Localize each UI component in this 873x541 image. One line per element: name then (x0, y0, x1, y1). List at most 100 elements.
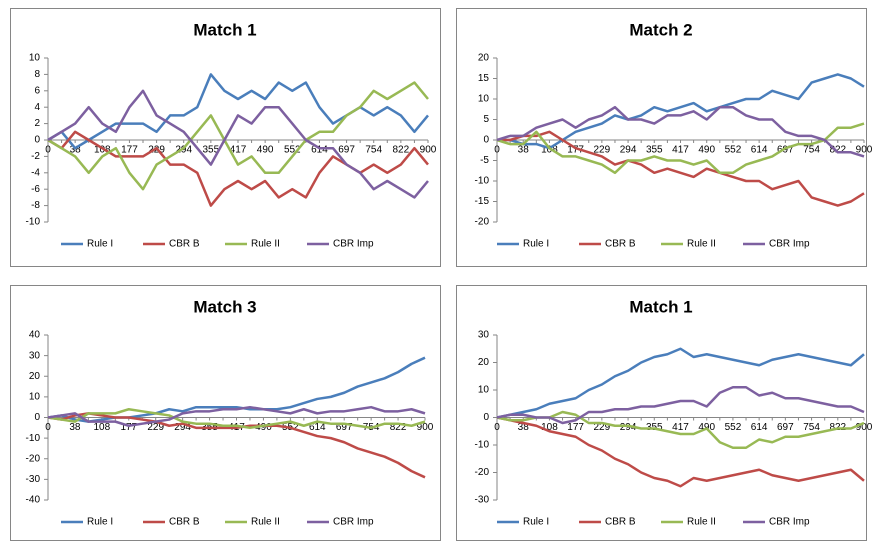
x-tick-label: 294 (174, 422, 191, 433)
x-tick-label: 0 (494, 422, 500, 433)
x-tick-label: 38 (70, 145, 82, 156)
x-tick-label: 229 (594, 145, 611, 156)
x-tick-label: 294 (620, 422, 637, 433)
y-tick-label: -20 (26, 453, 41, 464)
x-tick-label: 614 (311, 145, 328, 156)
legend-label: Rule I (523, 517, 549, 528)
x-tick-label: 294 (175, 145, 192, 156)
x-tick-label: 697 (777, 145, 794, 156)
x-tick-label: 900 (856, 422, 873, 433)
series-line (497, 73, 865, 150)
x-tick-label: 229 (147, 422, 164, 433)
x-tick-label: 614 (751, 145, 768, 156)
x-tick-label: 822 (829, 145, 846, 156)
legend-label: Rule I (87, 517, 113, 528)
x-tick-label: 177 (120, 422, 137, 433)
x-tick-label: 108 (94, 145, 111, 156)
y-tick-label: 20 (29, 371, 41, 382)
series-line (496, 347, 865, 419)
chart-panel (10, 285, 441, 541)
x-tick-label: 822 (393, 145, 410, 156)
series-line (496, 122, 865, 175)
legend-label: Rule II (251, 239, 280, 250)
y-tick-label: -8 (31, 200, 40, 211)
x-tick-label: 754 (365, 145, 382, 156)
y-tick-label: -10 (26, 217, 41, 228)
x-tick-label: 754 (803, 145, 820, 156)
y-tick-label: -4 (31, 167, 40, 178)
chart-title: Match 1 (629, 297, 692, 316)
y-tick-label: 10 (478, 94, 490, 105)
y-tick-label: 0 (34, 412, 40, 423)
x-tick-label: 552 (725, 422, 742, 433)
series-line (497, 130, 865, 207)
x-tick-label: 614 (751, 422, 768, 433)
x-tick-label: 490 (257, 145, 274, 156)
legend-label: CBR B (605, 517, 636, 528)
series-line (47, 412, 426, 479)
y-tick-label: 2 (34, 118, 40, 129)
legend-label: CBR Imp (769, 239, 810, 250)
series-line (496, 386, 865, 425)
y-tick-label: 4 (34, 102, 40, 113)
x-tick-label: 0 (45, 422, 51, 433)
x-tick-label: 294 (620, 145, 637, 156)
x-tick-label: 417 (672, 422, 689, 433)
series-line (496, 410, 865, 449)
x-tick-label: 38 (518, 422, 530, 433)
y-tick-label: 10 (29, 392, 41, 403)
x-tick-label: 900 (417, 422, 434, 433)
chart-title: Match 2 (629, 20, 692, 39)
y-tick-label: 5 (483, 114, 489, 125)
series-line (47, 408, 426, 430)
y-tick-label: 10 (478, 385, 490, 396)
x-tick-label: 417 (230, 145, 247, 156)
legend-label: CBR Imp (333, 239, 374, 250)
x-tick-label: 822 (390, 422, 407, 433)
y-tick-label: -15 (475, 196, 490, 207)
series-line (47, 89, 429, 199)
y-tick-label: -6 (31, 184, 40, 195)
y-tick-label: -20 (475, 217, 490, 228)
x-tick-label: 552 (284, 145, 301, 156)
y-tick-label: 20 (478, 53, 490, 64)
x-tick-label: 0 (45, 145, 51, 156)
y-tick-label: -10 (475, 176, 490, 187)
chart-title: Match 1 (193, 20, 256, 39)
y-tick-label: -20 (475, 467, 490, 478)
series-line (47, 405, 426, 427)
x-tick-label: 0 (494, 145, 500, 156)
x-tick-label: 552 (725, 145, 742, 156)
x-tick-label: 754 (803, 422, 820, 433)
y-tick-label: 6 (34, 85, 40, 96)
y-tick-label: 8 (34, 69, 40, 80)
x-tick-label: 177 (567, 422, 584, 433)
x-tick-label: 229 (594, 422, 611, 433)
x-tick-label: 108 (541, 422, 558, 433)
y-tick-label: 40 (29, 330, 41, 341)
x-tick-label: 417 (672, 145, 689, 156)
chart-panel (456, 285, 867, 541)
y-tick-label: 10 (29, 53, 41, 64)
x-tick-label: 355 (203, 145, 220, 156)
y-tick-label: 20 (478, 357, 490, 368)
x-tick-label: 355 (646, 145, 663, 156)
y-tick-label: -10 (475, 440, 490, 451)
x-tick-label: 900 (420, 145, 437, 156)
y-tick-label: 0 (34, 135, 40, 146)
x-tick-label: 108 (541, 145, 558, 156)
series-line (496, 105, 865, 158)
x-tick-label: 614 (309, 422, 326, 433)
series-line (496, 416, 865, 488)
legend-label: CBR B (169, 239, 200, 250)
y-tick-label: 0 (483, 412, 489, 423)
series-line (47, 356, 426, 423)
legend-label: Rule II (687, 517, 716, 528)
y-tick-label: 0 (483, 135, 489, 146)
y-tick-label: 15 (478, 73, 490, 84)
legend-label: CBR Imp (769, 517, 810, 528)
legend-label: CBR B (605, 239, 636, 250)
x-tick-label: 177 (121, 145, 138, 156)
y-tick-label: -5 (480, 155, 489, 166)
x-tick-label: 697 (336, 422, 353, 433)
